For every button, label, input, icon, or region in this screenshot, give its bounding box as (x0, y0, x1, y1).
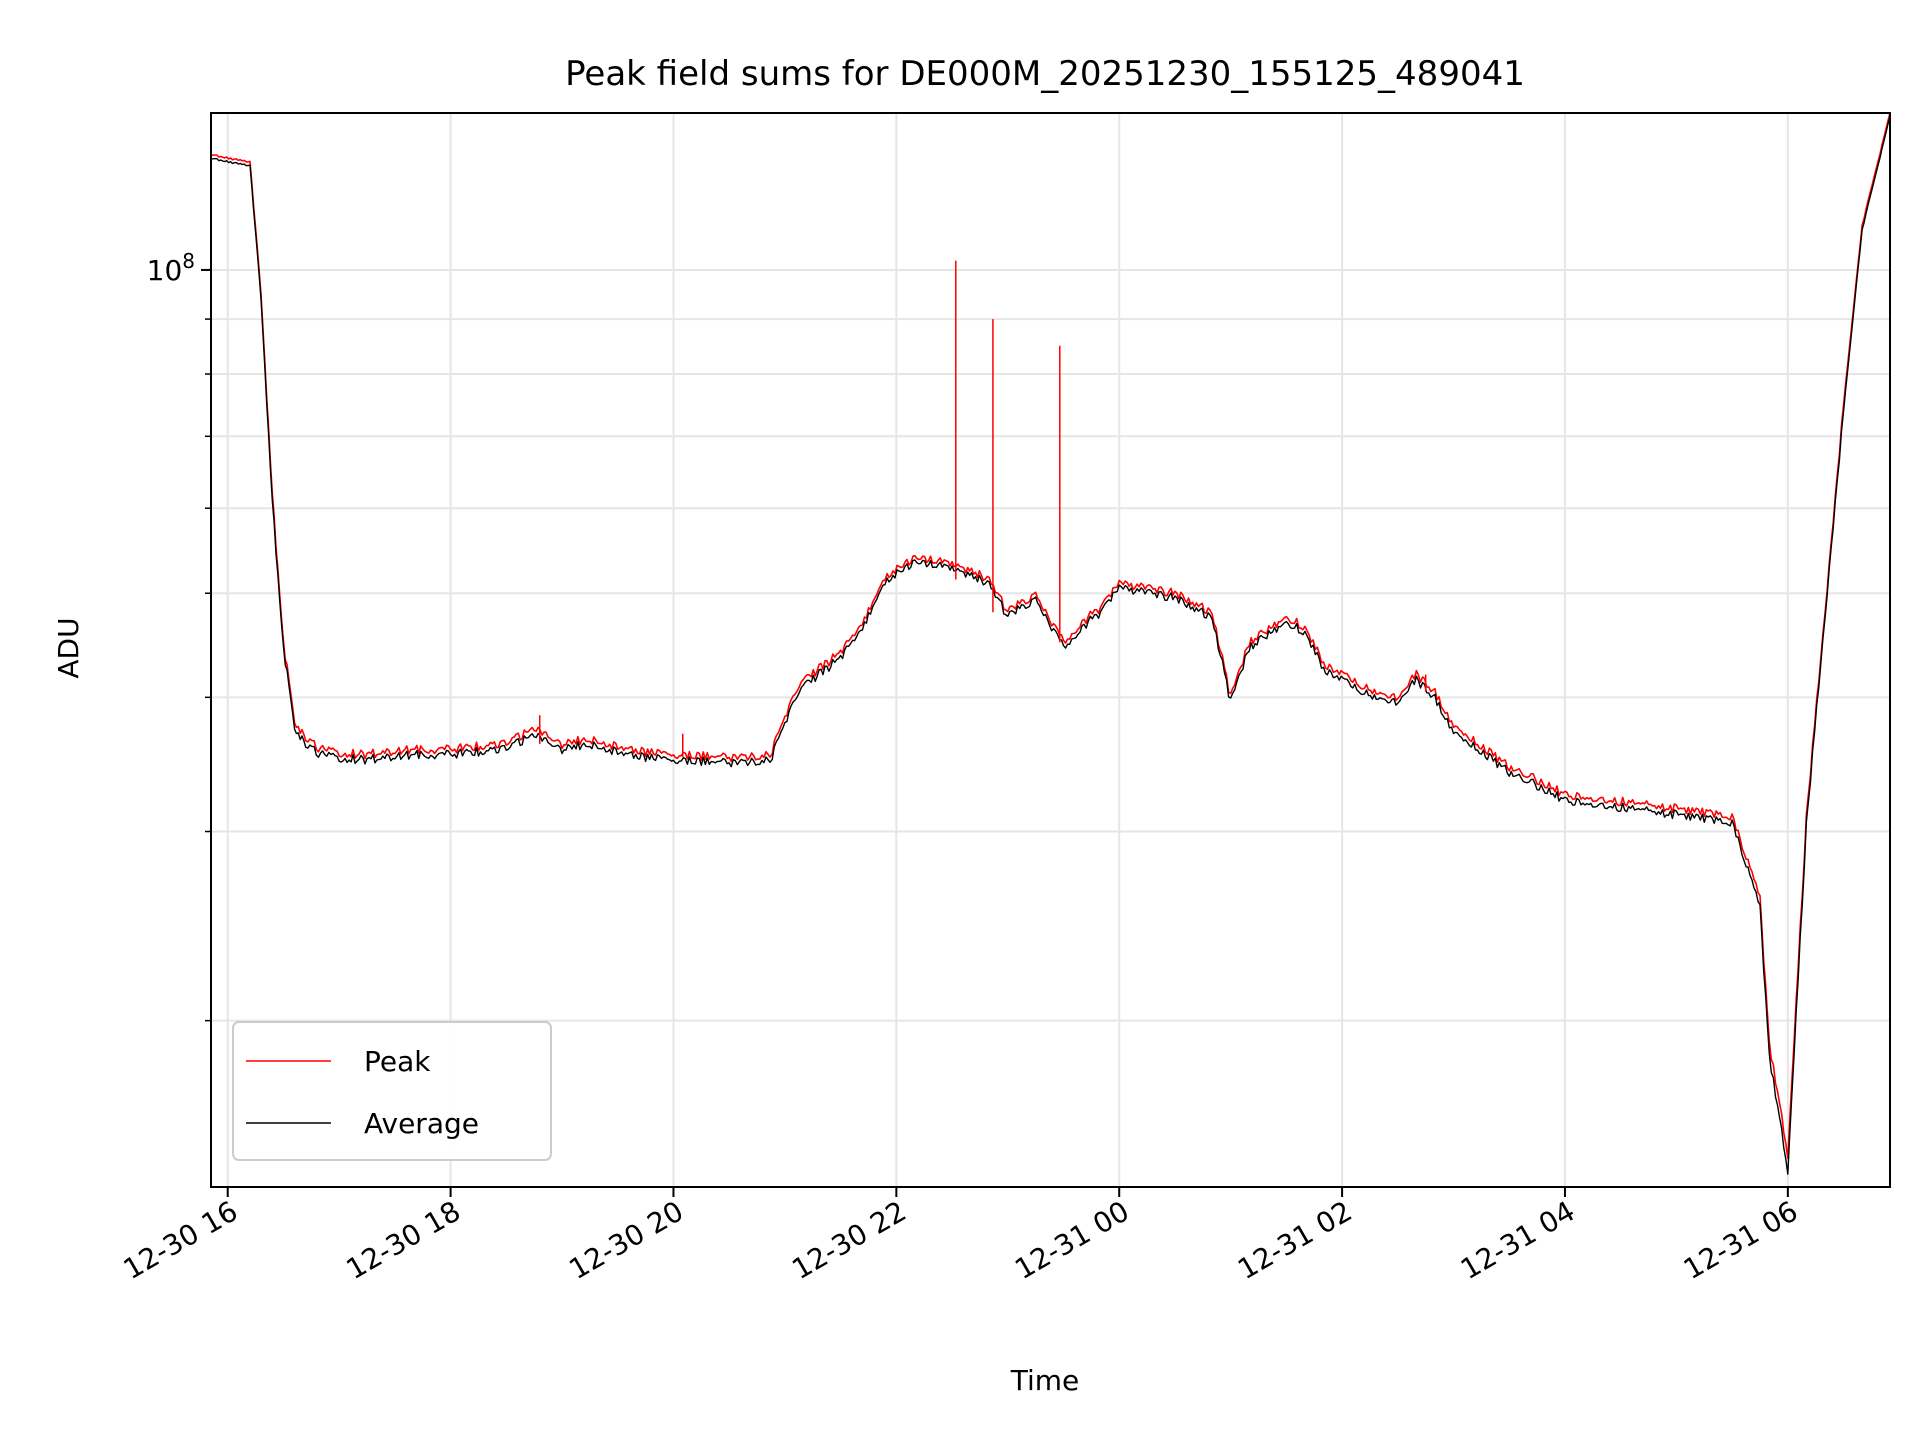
legend-peak-label: Peak (364, 1045, 431, 1078)
chart-title: Peak field sums for DE000M_20251230_1551… (565, 54, 1525, 94)
y-tick-label: 108 (147, 249, 195, 287)
x-tick-label: 12-30 22 (786, 1194, 912, 1286)
grid-lines (211, 113, 1890, 1187)
x-tick-label: 12-31 02 (1232, 1194, 1358, 1286)
legend-box (232, 1021, 552, 1161)
legend: Peak Average (232, 1021, 552, 1161)
plot-lines (210, 112, 1891, 1175)
x-tick-label: 12-31 00 (1009, 1194, 1135, 1286)
x-tick-label: 12-31 04 (1455, 1194, 1581, 1286)
x-tick-label: 12-30 20 (563, 1194, 689, 1286)
y-axis-label: ADU (52, 617, 85, 678)
plot-frame (210, 112, 1891, 1188)
x-tick-label: 12-30 16 (118, 1194, 244, 1286)
x-tick-label: 12-30 18 (341, 1194, 467, 1286)
series-line-average (210, 116, 1891, 1175)
legend-average-label: Average (364, 1107, 479, 1140)
x-tick-label: 12-31 06 (1678, 1194, 1804, 1286)
series-line-peak (210, 112, 1891, 1160)
x-axis-label: Time (1010, 1364, 1080, 1397)
